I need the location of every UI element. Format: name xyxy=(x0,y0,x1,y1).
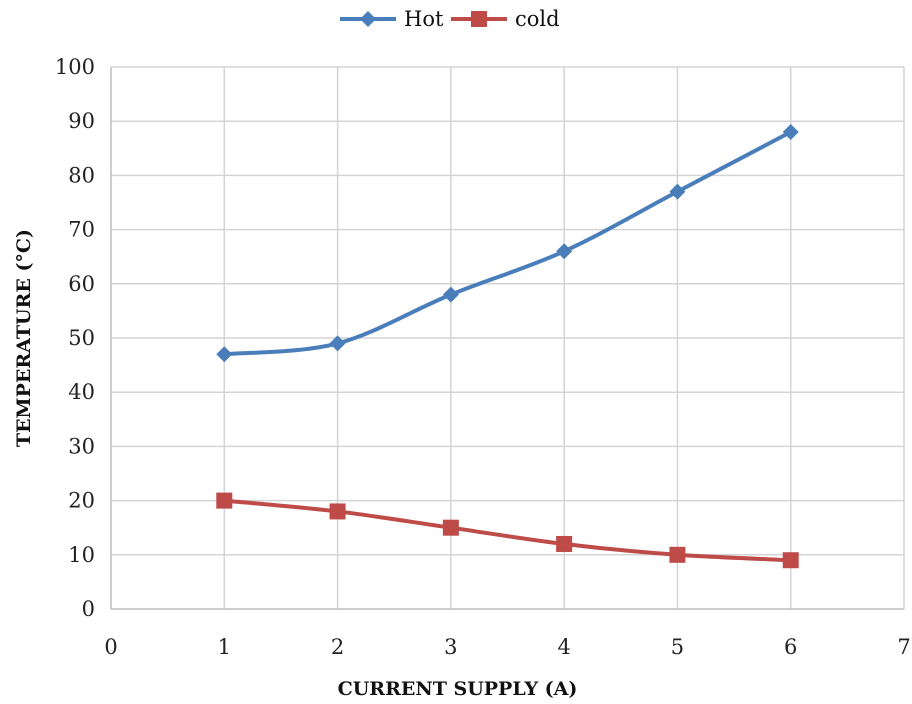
x-tick-label: 0 xyxy=(104,635,117,659)
data-point-cold xyxy=(556,535,573,552)
legend-label-cold: cold xyxy=(515,7,560,31)
x-tick-label: 6 xyxy=(784,635,797,659)
data-point-hot xyxy=(669,183,686,200)
data-point-hot xyxy=(556,243,573,260)
data-point-cold xyxy=(669,546,686,563)
data-point-cold xyxy=(782,552,799,569)
axes xyxy=(110,67,904,610)
data-point-cold xyxy=(216,492,233,509)
y-tick-label: 70 xyxy=(68,218,95,242)
y-tick-label: 30 xyxy=(68,434,95,458)
x-tick-label: 7 xyxy=(897,635,910,659)
legend-item-cold: cold xyxy=(451,7,560,31)
y-tick-label: 100 xyxy=(55,55,95,79)
data-point-hot xyxy=(782,124,799,141)
x-tick-label: 5 xyxy=(671,635,684,659)
y-tick-label: 50 xyxy=(68,326,95,350)
y-axis-title: TEMPERATURE (°C) xyxy=(13,229,35,447)
y-tick-label: 90 xyxy=(68,109,95,133)
y-tick-label: 10 xyxy=(68,543,95,567)
y-tick-label: 0 xyxy=(82,597,95,621)
x-axis-title: CURRENT SUPPLY (A) xyxy=(338,678,578,700)
data-point-cold xyxy=(442,519,459,536)
x-tick-label: 2 xyxy=(331,635,344,659)
legend-item-hot: Hot xyxy=(340,7,444,31)
series-cold xyxy=(216,492,799,569)
series-line-cold xyxy=(222,498,793,563)
legend: Hot cold xyxy=(340,7,560,31)
series-hot xyxy=(216,124,799,363)
series-line-hot xyxy=(222,130,793,357)
y-tick-label: 60 xyxy=(68,272,95,296)
tick-labels: 0 10 20 30 40 50 60 70 80 90 100 0 1 2 3 4 5 6 7 xyxy=(55,55,911,659)
data-point-hot xyxy=(329,335,346,352)
data-point-hot xyxy=(442,286,459,303)
data-point-cold xyxy=(329,503,346,520)
legend-label-hot: Hot xyxy=(404,7,444,31)
series xyxy=(216,124,799,569)
y-tick-label: 80 xyxy=(68,163,95,187)
x-tick-label: 3 xyxy=(444,635,457,659)
data-point-hot xyxy=(216,346,233,363)
legend-marker-cold xyxy=(471,11,487,27)
x-tick-label: 4 xyxy=(557,635,570,659)
x-tick-label: 1 xyxy=(218,635,231,659)
legend-marker-hot xyxy=(360,11,376,27)
y-tick-label: 20 xyxy=(68,489,95,513)
grid xyxy=(111,66,905,609)
y-tick-label: 40 xyxy=(68,380,95,404)
